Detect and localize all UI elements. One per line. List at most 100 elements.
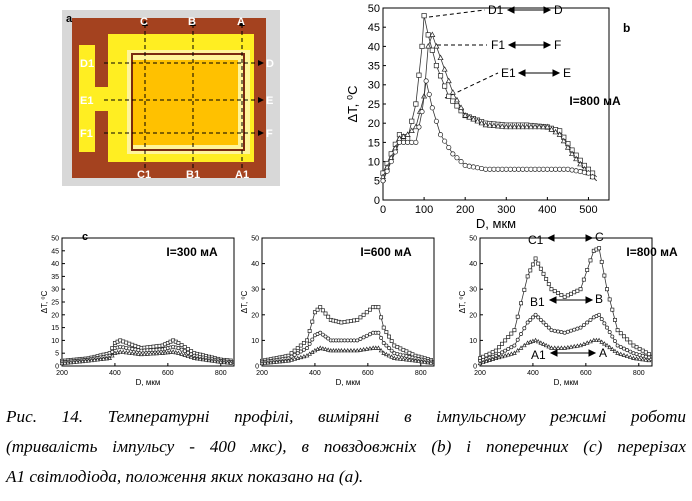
c1-ytick-label: 50 <box>51 235 59 242</box>
c3-point-1 <box>533 312 538 317</box>
c1-ytick-label: 5 <box>55 351 59 358</box>
label-D: D <box>266 58 274 70</box>
b-point-2 <box>409 139 415 145</box>
c3-point-2 <box>594 337 599 343</box>
caption-line-1: Рис. 14. Температурні профілі, виміряні … <box>6 407 686 426</box>
c3-point-2 <box>599 339 605 344</box>
c3-point-1 <box>605 325 609 330</box>
c3-point-2 <box>578 342 583 348</box>
c3-point-2 <box>607 344 613 350</box>
c2-point-2 <box>354 347 360 353</box>
c2-point-2 <box>361 346 366 352</box>
b-point-2 <box>458 159 464 165</box>
c2-point-0 <box>301 341 306 345</box>
b-point-2 <box>470 164 476 170</box>
c3-ytick-label: 30 <box>469 287 477 294</box>
c3-point-1 <box>536 315 541 320</box>
b-ytick-label: 40 <box>368 41 380 53</box>
c1-point-1 <box>118 344 123 349</box>
c2-point-0 <box>368 307 372 312</box>
c2-point-2 <box>348 347 354 353</box>
c3-point-2 <box>643 357 649 362</box>
c2-point-1 <box>326 336 331 341</box>
c2-point-2 <box>342 347 347 353</box>
b-point-2 <box>544 166 550 172</box>
c1-ytick-label: 35 <box>51 274 59 281</box>
c3-point-1 <box>515 337 520 342</box>
c3-point-2 <box>518 345 524 350</box>
b-point-1 <box>573 155 580 162</box>
c2-xtick-label: 800 <box>415 370 427 377</box>
c2-point-2 <box>373 345 379 350</box>
figure-caption: Рис. 14. Температурні профілі, виміряні … <box>6 402 686 492</box>
c2-point-0 <box>289 351 294 356</box>
b-point-0 <box>419 43 425 49</box>
c2-point-0 <box>312 310 317 315</box>
b-series-line-2 <box>382 80 597 182</box>
b-xtick-label: 200 <box>456 204 474 216</box>
c2-point-0 <box>326 314 331 319</box>
c2-ytick-label: 0 <box>255 363 259 370</box>
b-point-2 <box>392 149 398 155</box>
c3-point-2 <box>575 343 580 348</box>
c2-point-1 <box>352 338 357 343</box>
c1-xlabel: D, мкм <box>136 378 161 387</box>
c2-point-0 <box>364 310 369 315</box>
b-point-1 <box>511 123 518 130</box>
b-ytick-label: 0 <box>374 195 380 207</box>
b-point-0 <box>446 93 452 99</box>
b-point-1 <box>507 123 514 130</box>
label-E: E <box>266 95 273 107</box>
c2-point-2 <box>280 358 285 364</box>
annot-A1: A1 <box>531 348 546 362</box>
c3-point-0 <box>541 271 546 276</box>
label-B1: B1 <box>186 169 200 181</box>
b-point-2 <box>507 166 513 172</box>
c1-point-2 <box>179 351 184 356</box>
c2-point-1 <box>307 341 312 346</box>
panel-b-current: I=800 мА <box>569 94 621 108</box>
b-point-1 <box>466 114 473 120</box>
b-ytick-label: 10 <box>368 156 380 168</box>
c3-point-2 <box>621 352 627 357</box>
b-point-1 <box>564 144 571 150</box>
b-point-2 <box>446 144 452 151</box>
b-point-1 <box>482 121 489 128</box>
c3-point-2 <box>634 356 639 361</box>
b-ytick-label: 45 <box>368 22 380 34</box>
b-ytick-label: 5 <box>374 176 380 188</box>
c2-point-1 <box>339 338 344 343</box>
c3-point-2 <box>571 343 577 349</box>
c1-chart: 200 400 600 800 0 5 10 15 20 25 30 35 40 45 50 D, мкм ΔT… <box>40 235 235 387</box>
c1-point-2 <box>92 357 97 362</box>
c2-point-1 <box>305 346 309 351</box>
c2-point-1 <box>387 346 391 351</box>
c3-point-0 <box>536 261 541 266</box>
c2-point-2 <box>320 346 326 351</box>
b-ytick-label: 50 <box>368 3 380 15</box>
c3-point-1 <box>522 326 527 331</box>
b-point-0 <box>433 63 439 69</box>
c3-point-2 <box>631 355 636 360</box>
label-C1: C1 <box>137 169 151 181</box>
c2-point-2 <box>404 357 409 362</box>
c2-chart: 200 400 600 800 0 10 20 30 40 50 D, мкм ΔT, ⁰C <box>240 235 435 387</box>
c2-point-2 <box>331 347 336 353</box>
b-point-2 <box>450 151 456 157</box>
c2-point-2 <box>333 347 339 353</box>
c3-point-1 <box>640 353 645 358</box>
c1-point-2 <box>151 351 156 356</box>
c1-point-2 <box>142 351 147 356</box>
c1-point-2 <box>104 356 109 361</box>
c1-xtick-label: 600 <box>162 370 174 377</box>
b-point-1 <box>486 122 493 128</box>
b-point-1 <box>532 123 539 130</box>
contact-ring <box>131 53 245 151</box>
c2-point-0 <box>320 308 325 313</box>
c3-ylabel: ΔT, ⁰C <box>458 290 467 313</box>
c3-point-2 <box>543 342 549 348</box>
c2-point-0 <box>358 315 363 320</box>
c2-point-0 <box>381 325 386 330</box>
c2-point-2 <box>376 345 381 350</box>
c3-point-1 <box>565 329 570 334</box>
